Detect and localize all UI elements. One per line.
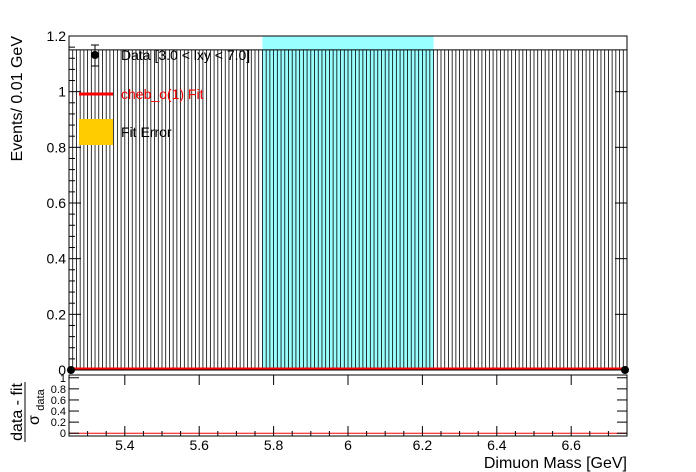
y-tick-label: 0.2 (47, 306, 67, 322)
pull-y-tick-label: 0.6 (51, 395, 66, 407)
pull-y-tick-label: 0.4 (51, 406, 66, 418)
y-tick-label: 1.2 (47, 28, 67, 44)
y-tick-label: 1 (58, 84, 66, 100)
legend-data-marker (91, 51, 99, 59)
legend-item-fit: cheb_o(1) Fit (79, 86, 204, 102)
y-tick-label: 0.6 (47, 195, 67, 211)
x-tick-label: 5.4 (115, 437, 135, 453)
main-y-axis: 0 0.2 0.4 0.6 0.8 1 1.2 (47, 28, 627, 378)
y-tick-label: 0.4 (47, 251, 67, 267)
y-tick-label: 0.8 (47, 139, 67, 155)
pull-y-tick-label: 0.8 (51, 384, 66, 396)
legend-item-error: Fit Error (79, 119, 172, 145)
pull-x-axis-title: Dimuon Mass [GeV] (484, 455, 627, 472)
legend-data-label: Data [3.0 < lxy < 7.0] (121, 47, 250, 63)
legend-error-label: Fit Error (121, 124, 172, 140)
pull-ylabel-denominator-sub: data (35, 388, 47, 410)
legend-item-data: Data [3.0 < lxy < 7.0] (91, 44, 250, 67)
x-tick-label: 5.6 (189, 437, 209, 453)
pull-y-tick-label: 0 (60, 428, 66, 440)
pull-panel: 00.20.40.60.81 5.4 5.6 5.8 6 6.2 6.4 6.6 data … (9, 373, 628, 472)
pull-ylabel-denominator: σ (26, 415, 43, 425)
x-tick-label: 6.4 (487, 437, 507, 453)
y-tick-label: 0 (58, 362, 66, 378)
histogram-bins (68, 49, 628, 370)
x-tick-label: 6.2 (413, 437, 433, 453)
x-tick-label: 6 (344, 437, 352, 453)
pull-y-axis: 00.20.40.60.81 (51, 373, 627, 440)
pull-y-axis-title: data - fit σ data (9, 382, 47, 442)
pull-y-tick-label: 0.2 (51, 417, 66, 429)
pull-ylabel-numerator: data - fit (9, 383, 26, 441)
legend-error-box (79, 119, 113, 145)
legend-fit-label: cheb_o(1) Fit (121, 86, 204, 102)
x-tick-label: 6.6 (561, 437, 581, 453)
pull-y-tick-label: 1 (60, 373, 66, 385)
legend: Data [3.0 < lxy < 7.0] cheb_o(1) Fit Fit… (79, 44, 250, 145)
pull-x-axis: 5.4 5.6 5.8 6 6.2 6.4 6.6 (68, 375, 628, 453)
main-panel: 0 0.2 0.4 0.6 0.8 1 1.2 Events/ 0.01 GeV (9, 28, 629, 378)
x-tick-label: 5.8 (264, 437, 284, 453)
main-y-axis-title: Events/ 0.01 GeV (9, 36, 26, 162)
